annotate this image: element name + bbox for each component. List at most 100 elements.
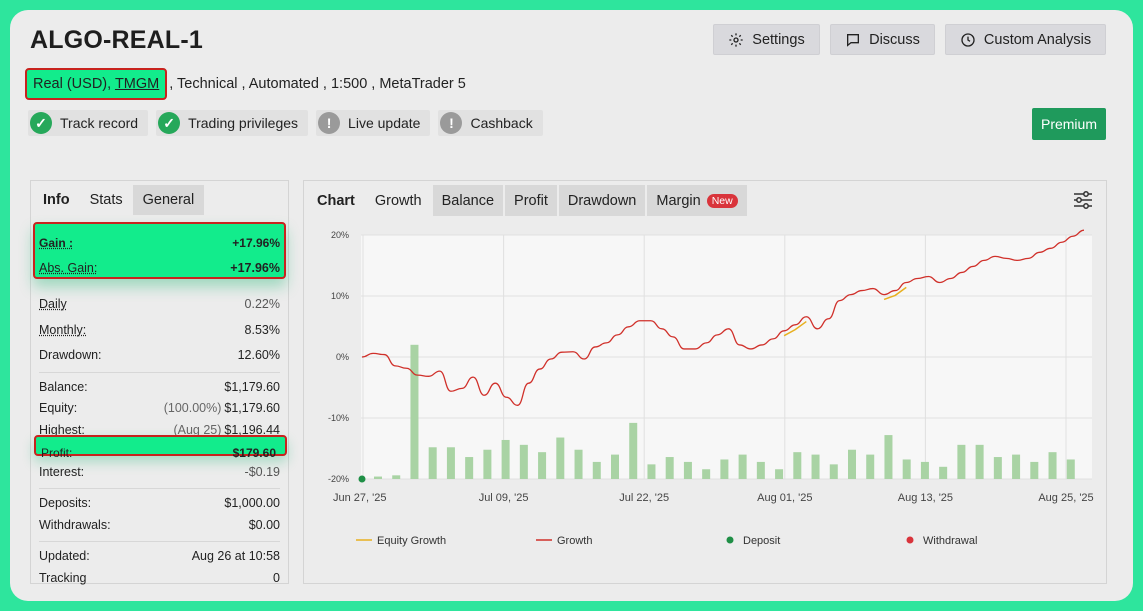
abs-gain-label[interactable]: Abs. Gain: <box>39 261 98 275</box>
divider <box>39 541 280 542</box>
tab-margin[interactable]: Margin New <box>647 185 747 216</box>
equity-label: Equity: <box>39 401 78 415</box>
equity-growth-line <box>783 320 807 337</box>
growth-line <box>361 229 1085 406</box>
badge-label: Trading privileges <box>188 115 299 131</box>
profit-label: Profit: <box>41 446 73 460</box>
chart-tabs: Chart Growth Balance Profit Drawdown Mar… <box>308 185 749 216</box>
highest-value: $1,196.44 <box>224 423 280 437</box>
volume-bar <box>392 475 401 479</box>
interest-value: -$0.19 <box>244 465 280 479</box>
withdrawals-label: Withdrawals: <box>39 518 111 532</box>
legend-dot-swatch <box>906 536 914 544</box>
daily-label[interactable]: Daily <box>39 297 67 311</box>
drawdown-value: 12.60% <box>237 348 280 362</box>
profit-value: $179.60 <box>232 446 276 460</box>
discuss-label: Discuss <box>869 31 920 48</box>
page-title: ALGO-REAL-1 <box>30 26 204 54</box>
track-record-badge[interactable]: ✓ Track record <box>28 110 149 136</box>
discuss-button[interactable]: Discuss <box>830 24 935 55</box>
volume-bar <box>519 444 528 479</box>
info-panel: Info Stats General Gain : +17.96% Abs. G… <box>30 180 289 585</box>
tab-chart[interactable]: Chart <box>317 192 355 209</box>
interest-row: Interest: -$0.19 <box>39 465 280 479</box>
volume-bar <box>866 454 875 479</box>
tracking-label: Tracking <box>39 571 87 585</box>
tab-margin-label: Margin <box>656 192 701 209</box>
volume-bar <box>1030 461 1039 479</box>
y-axis-labels: 20% 10% 0% -10% -20% <box>328 230 349 484</box>
tracking-value: 0 <box>273 571 280 585</box>
monthly-label[interactable]: Monthly: <box>39 323 87 337</box>
legend-dot-swatch <box>726 536 734 544</box>
legend-label: Deposit <box>743 535 780 547</box>
equity-value: $1,179.60 <box>224 401 280 415</box>
x-tick-label: Jul 09, '25 <box>479 492 529 504</box>
tab-general[interactable]: General <box>132 185 205 215</box>
volume-bar <box>902 459 911 479</box>
filter-settings-icon[interactable] <box>1072 189 1094 211</box>
volume-bar <box>957 444 966 479</box>
custom-analysis-label: Custom Analysis <box>983 31 1092 48</box>
volume-bar <box>501 439 510 479</box>
highest-label: Highest: <box>39 423 85 437</box>
tab-growth[interactable]: Growth <box>365 185 431 216</box>
volume-bar <box>1066 459 1075 479</box>
interest-label: Interest: <box>39 465 85 479</box>
chart-panel: Chart Growth Balance Profit Drawdown Mar… <box>303 180 1107 584</box>
y-tick-label: 10% <box>331 291 349 301</box>
volume-bar <box>939 466 948 479</box>
volume-bar <box>1048 452 1057 479</box>
volume-bar <box>446 447 455 479</box>
withdrawals-row: Withdrawals: $0.00 <box>39 518 280 532</box>
volume-bar <box>738 454 747 479</box>
live-update-badge[interactable]: ! Live update <box>316 110 431 136</box>
trading-privileges-badge[interactable]: ✓ Trading privileges <box>156 110 309 136</box>
gain-label[interactable]: Gain : <box>39 236 74 250</box>
growth-chart: 20%10%0%-10%-20% Jun 27, '25 Jul 09, '25 J… <box>328 229 1094 547</box>
custom-analysis-button[interactable]: Custom Analysis <box>945 24 1106 55</box>
volume-bar <box>756 461 765 479</box>
updated-label: Updated: <box>39 549 90 563</box>
legend-label: Equity Growth <box>377 535 446 547</box>
deposits-value: $1,000.00 <box>224 496 280 510</box>
account-page: ALGO-REAL-1 Settings Discuss Custom Anal… <box>10 10 1133 601</box>
tab-drawdown[interactable]: Drawdown <box>558 185 646 216</box>
volume-bar <box>410 344 419 479</box>
drawdown-row: Drawdown: 12.60% <box>39 348 280 362</box>
divider <box>39 488 280 489</box>
deposits-row: Deposits: $1,000.00 <box>39 496 280 510</box>
tab-balance[interactable]: Balance <box>432 185 504 216</box>
chat-icon <box>847 33 860 47</box>
tab-profit[interactable]: Profit <box>505 185 557 216</box>
daily-row: Daily 0.22% <box>39 297 280 311</box>
equity-percent: (100.00%) <box>163 401 222 415</box>
daily-value: 0.22% <box>244 297 280 311</box>
equity-row: Equity: (100.00%) $1,179.60 <box>39 401 280 415</box>
divider <box>39 372 280 373</box>
chart-points <box>358 475 366 483</box>
volume-bar <box>428 447 437 479</box>
cashback-badge[interactable]: ! Cashback <box>438 110 543 136</box>
premium-button[interactable]: Premium <box>1032 108 1106 140</box>
badge-row: ✓ Track record ✓ Trading privileges ! Li… <box>28 110 543 136</box>
highest-date: (Aug 25) <box>173 423 222 437</box>
x-tick-label: Aug 01, '25 <box>757 492 812 504</box>
broker-link[interactable]: TMGM <box>114 76 160 92</box>
x-tick-label: Jul 22, '25 <box>619 492 669 504</box>
volume-bar <box>574 449 583 479</box>
balance-row: Balance: $1,179.60 <box>39 380 280 394</box>
x-tick-label: Jun 27, '25 <box>333 492 386 504</box>
balance-value: $1,179.60 <box>224 380 280 394</box>
settings-button[interactable]: Settings <box>713 24 820 55</box>
gain-value: +17.96% <box>232 236 280 250</box>
tab-info[interactable]: Info <box>43 192 70 208</box>
volume-bar <box>665 457 674 479</box>
volume-bar <box>975 444 984 479</box>
abs-gain-value: +17.96% <box>230 261 280 275</box>
volume-bar <box>374 476 382 479</box>
chart-grid <box>361 234 1092 480</box>
volume-bar <box>793 452 802 479</box>
tab-stats[interactable]: Stats <box>89 192 123 208</box>
volume-bar <box>592 461 601 479</box>
